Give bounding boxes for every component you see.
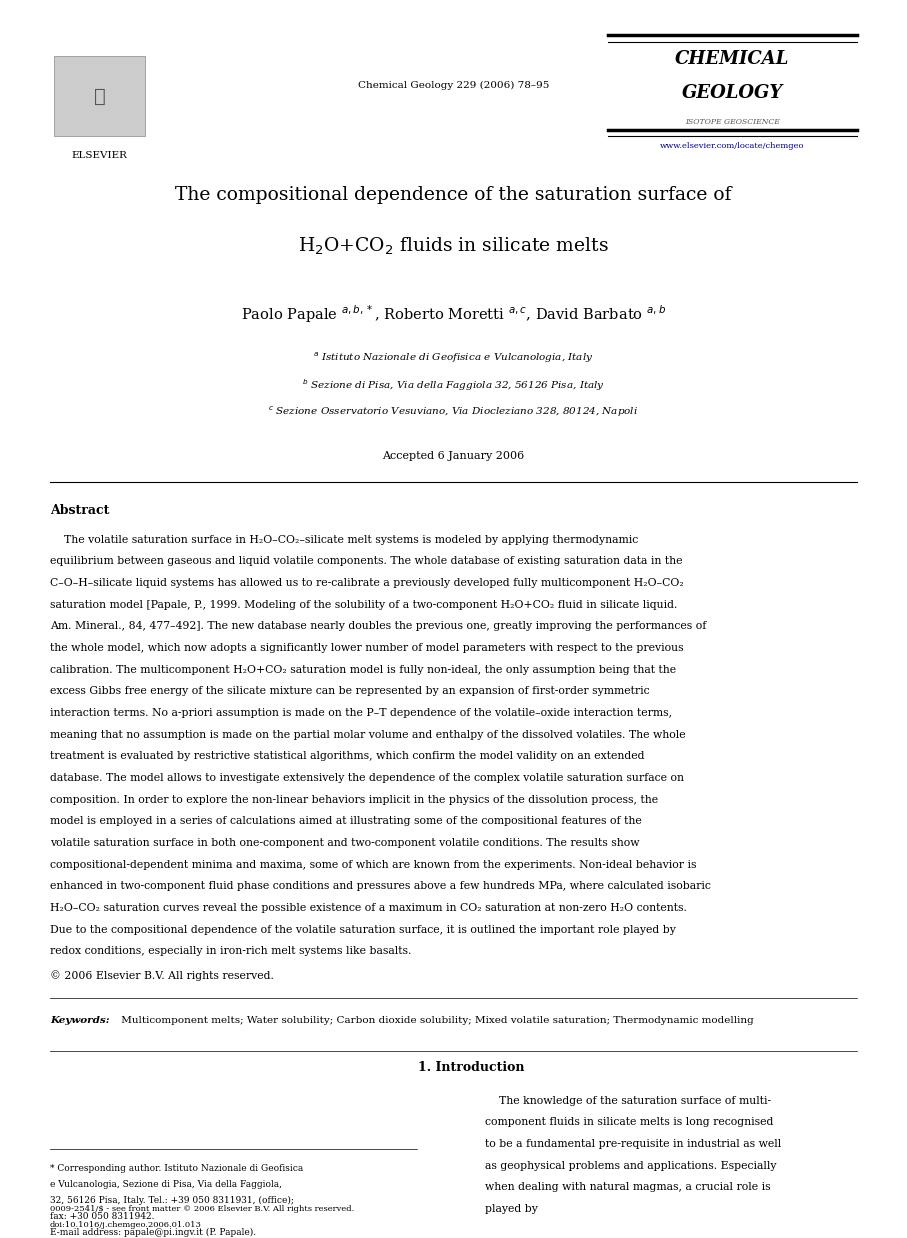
Text: to be a fundamental pre-requisite in industrial as well: to be a fundamental pre-requisite in ind… xyxy=(485,1139,782,1149)
Text: GEOLOGY: GEOLOGY xyxy=(682,84,783,103)
Text: enhanced in two-component fluid phase conditions and pressures above a few hundr: enhanced in two-component fluid phase co… xyxy=(50,881,711,891)
Text: 🌳: 🌳 xyxy=(94,87,105,105)
Text: Accepted 6 January 2006: Accepted 6 January 2006 xyxy=(383,451,524,461)
Text: * Corresponding author. Istituto Nazionale di Geofisica: * Corresponding author. Istituto Naziona… xyxy=(50,1164,303,1172)
Text: C–O–H–silicate liquid systems has allowed us to re-calibrate a previously develo: C–O–H–silicate liquid systems has allowe… xyxy=(50,578,684,588)
Text: ISOTOPE GEOSCIENCE: ISOTOPE GEOSCIENCE xyxy=(685,118,780,125)
Text: as geophysical problems and applications. Especially: as geophysical problems and applications… xyxy=(485,1161,776,1171)
Text: played by: played by xyxy=(485,1205,538,1214)
Text: www.elsevier.com/locate/chemgeo: www.elsevier.com/locate/chemgeo xyxy=(660,142,805,150)
Text: ELSEVIER: ELSEVIER xyxy=(72,151,128,160)
Text: Chemical Geology 229 (2006) 78–95: Chemical Geology 229 (2006) 78–95 xyxy=(358,80,549,89)
Text: excess Gibbs free energy of the silicate mixture can be represented by an expans: excess Gibbs free energy of the silicate… xyxy=(50,687,649,697)
Text: calibration. The multicomponent H₂O+CO₂ saturation model is fully non-ideal, the: calibration. The multicomponent H₂O+CO₂ … xyxy=(50,665,676,675)
Text: the whole model, which now adopts a significantly lower number of model paramete: the whole model, which now adopts a sign… xyxy=(50,644,684,654)
Text: treatment is evaluated by restrictive statistical algorithms, which confirm the : treatment is evaluated by restrictive st… xyxy=(50,751,644,761)
Text: doi:10.1016/j.chemgeo.2006.01.013: doi:10.1016/j.chemgeo.2006.01.013 xyxy=(50,1222,201,1229)
Text: when dealing with natural magmas, a crucial role is: when dealing with natural magmas, a cruc… xyxy=(485,1182,771,1192)
Text: © 2006 Elsevier B.V. All rights reserved.: © 2006 Elsevier B.V. All rights reserved… xyxy=(50,971,274,982)
Text: interaction terms. No a-priori assumption is made on the P–T dependence of the v: interaction terms. No a-priori assumptio… xyxy=(50,708,672,718)
Text: database. The model allows to investigate extensively the dependence of the comp: database. The model allows to investigat… xyxy=(50,774,684,784)
Text: 32, 56126 Pisa, Italy. Tel.: +39 050 8311931, (office);: 32, 56126 Pisa, Italy. Tel.: +39 050 831… xyxy=(50,1196,294,1205)
Text: composition. In order to explore the non-linear behaviors implicit in the physic: composition. In order to explore the non… xyxy=(50,795,658,805)
Text: Abstract: Abstract xyxy=(50,504,109,517)
Text: H₂O–CO₂ saturation curves reveal the possible existence of a maximum in CO₂ satu: H₂O–CO₂ saturation curves reveal the pos… xyxy=(50,904,687,914)
Text: equilibrium between gaseous and liquid volatile components. The whole database o: equilibrium between gaseous and liquid v… xyxy=(50,557,682,567)
Text: model is employed in a series of calculations aimed at illustrating some of the : model is employed in a series of calcula… xyxy=(50,817,641,827)
Text: 0009-2541/$ - see front matter © 2006 Elsevier B.V. All rights reserved.: 0009-2541/$ - see front matter © 2006 El… xyxy=(50,1206,354,1213)
Text: redox conditions, especially in iron-rich melt systems like basalts.: redox conditions, especially in iron-ric… xyxy=(50,947,411,957)
Text: The volatile saturation surface in H₂O–CO₂–silicate melt systems is modeled by a: The volatile saturation surface in H₂O–C… xyxy=(50,535,639,545)
Text: saturation model [Papale, P., 1999. Modeling of the solubility of a two-componen: saturation model [Papale, P., 1999. Mode… xyxy=(50,600,678,610)
Text: Paolo Papale $^{a,b,*}$, Roberto Moretti $^{a,c}$, David Barbato $^{a,b}$: Paolo Papale $^{a,b,*}$, Roberto Moretti… xyxy=(241,303,666,326)
Text: compositional-dependent minima and maxima, some of which are known from the expe: compositional-dependent minima and maxim… xyxy=(50,860,697,870)
Text: E-mail address: papale@pi.ingv.it (P. Papale).: E-mail address: papale@pi.ingv.it (P. Pa… xyxy=(50,1228,256,1237)
Text: volatile saturation surface in both one-component and two-component volatile con: volatile saturation surface in both one-… xyxy=(50,838,639,848)
Text: Multicomponent melts; Water solubility; Carbon dioxide solubility; Mixed volatil: Multicomponent melts; Water solubility; … xyxy=(118,1016,754,1025)
Text: Keywords:: Keywords: xyxy=(50,1016,110,1025)
Text: The compositional dependence of the saturation surface of: The compositional dependence of the satu… xyxy=(175,186,732,204)
Text: meaning that no assumption is made on the partial molar volume and enthalpy of t: meaning that no assumption is made on th… xyxy=(50,730,686,740)
Text: H$_2$O+CO$_2$ fluids in silicate melts: H$_2$O+CO$_2$ fluids in silicate melts xyxy=(298,235,609,256)
Text: component fluids in silicate melts is long recognised: component fluids in silicate melts is lo… xyxy=(485,1118,774,1128)
Text: CHEMICAL: CHEMICAL xyxy=(675,50,790,68)
Text: $^c$ Sezione Osservatorio Vesuviano, Via Diocleziano 328, 80124, Napoli: $^c$ Sezione Osservatorio Vesuviano, Via… xyxy=(268,405,639,420)
Text: fax: +30 050 8311942.: fax: +30 050 8311942. xyxy=(50,1212,154,1221)
Text: 1. Introduction: 1. Introduction xyxy=(418,1061,525,1075)
Text: $^a$ Istituto Nazionale di Geofisica e Vulcanologia, Italy: $^a$ Istituto Nazionale di Geofisica e V… xyxy=(313,350,594,365)
Text: Am. Mineral., 84, 477–492]. The new database nearly doubles the previous one, gr: Am. Mineral., 84, 477–492]. The new data… xyxy=(50,621,707,631)
Text: $^b$ Sezione di Pisa, Via della Faggiola 32, 56126 Pisa, Italy: $^b$ Sezione di Pisa, Via della Faggiola… xyxy=(302,378,605,394)
Text: Due to the compositional dependence of the volatile saturation surface, it is ou: Due to the compositional dependence of t… xyxy=(50,925,676,935)
Text: The knowledge of the saturation surface of multi-: The knowledge of the saturation surface … xyxy=(485,1096,771,1106)
Bar xyxy=(54,56,145,136)
Text: e Vulcanologia, Sezione di Pisa, Via della Faggiola,: e Vulcanologia, Sezione di Pisa, Via del… xyxy=(50,1180,282,1188)
